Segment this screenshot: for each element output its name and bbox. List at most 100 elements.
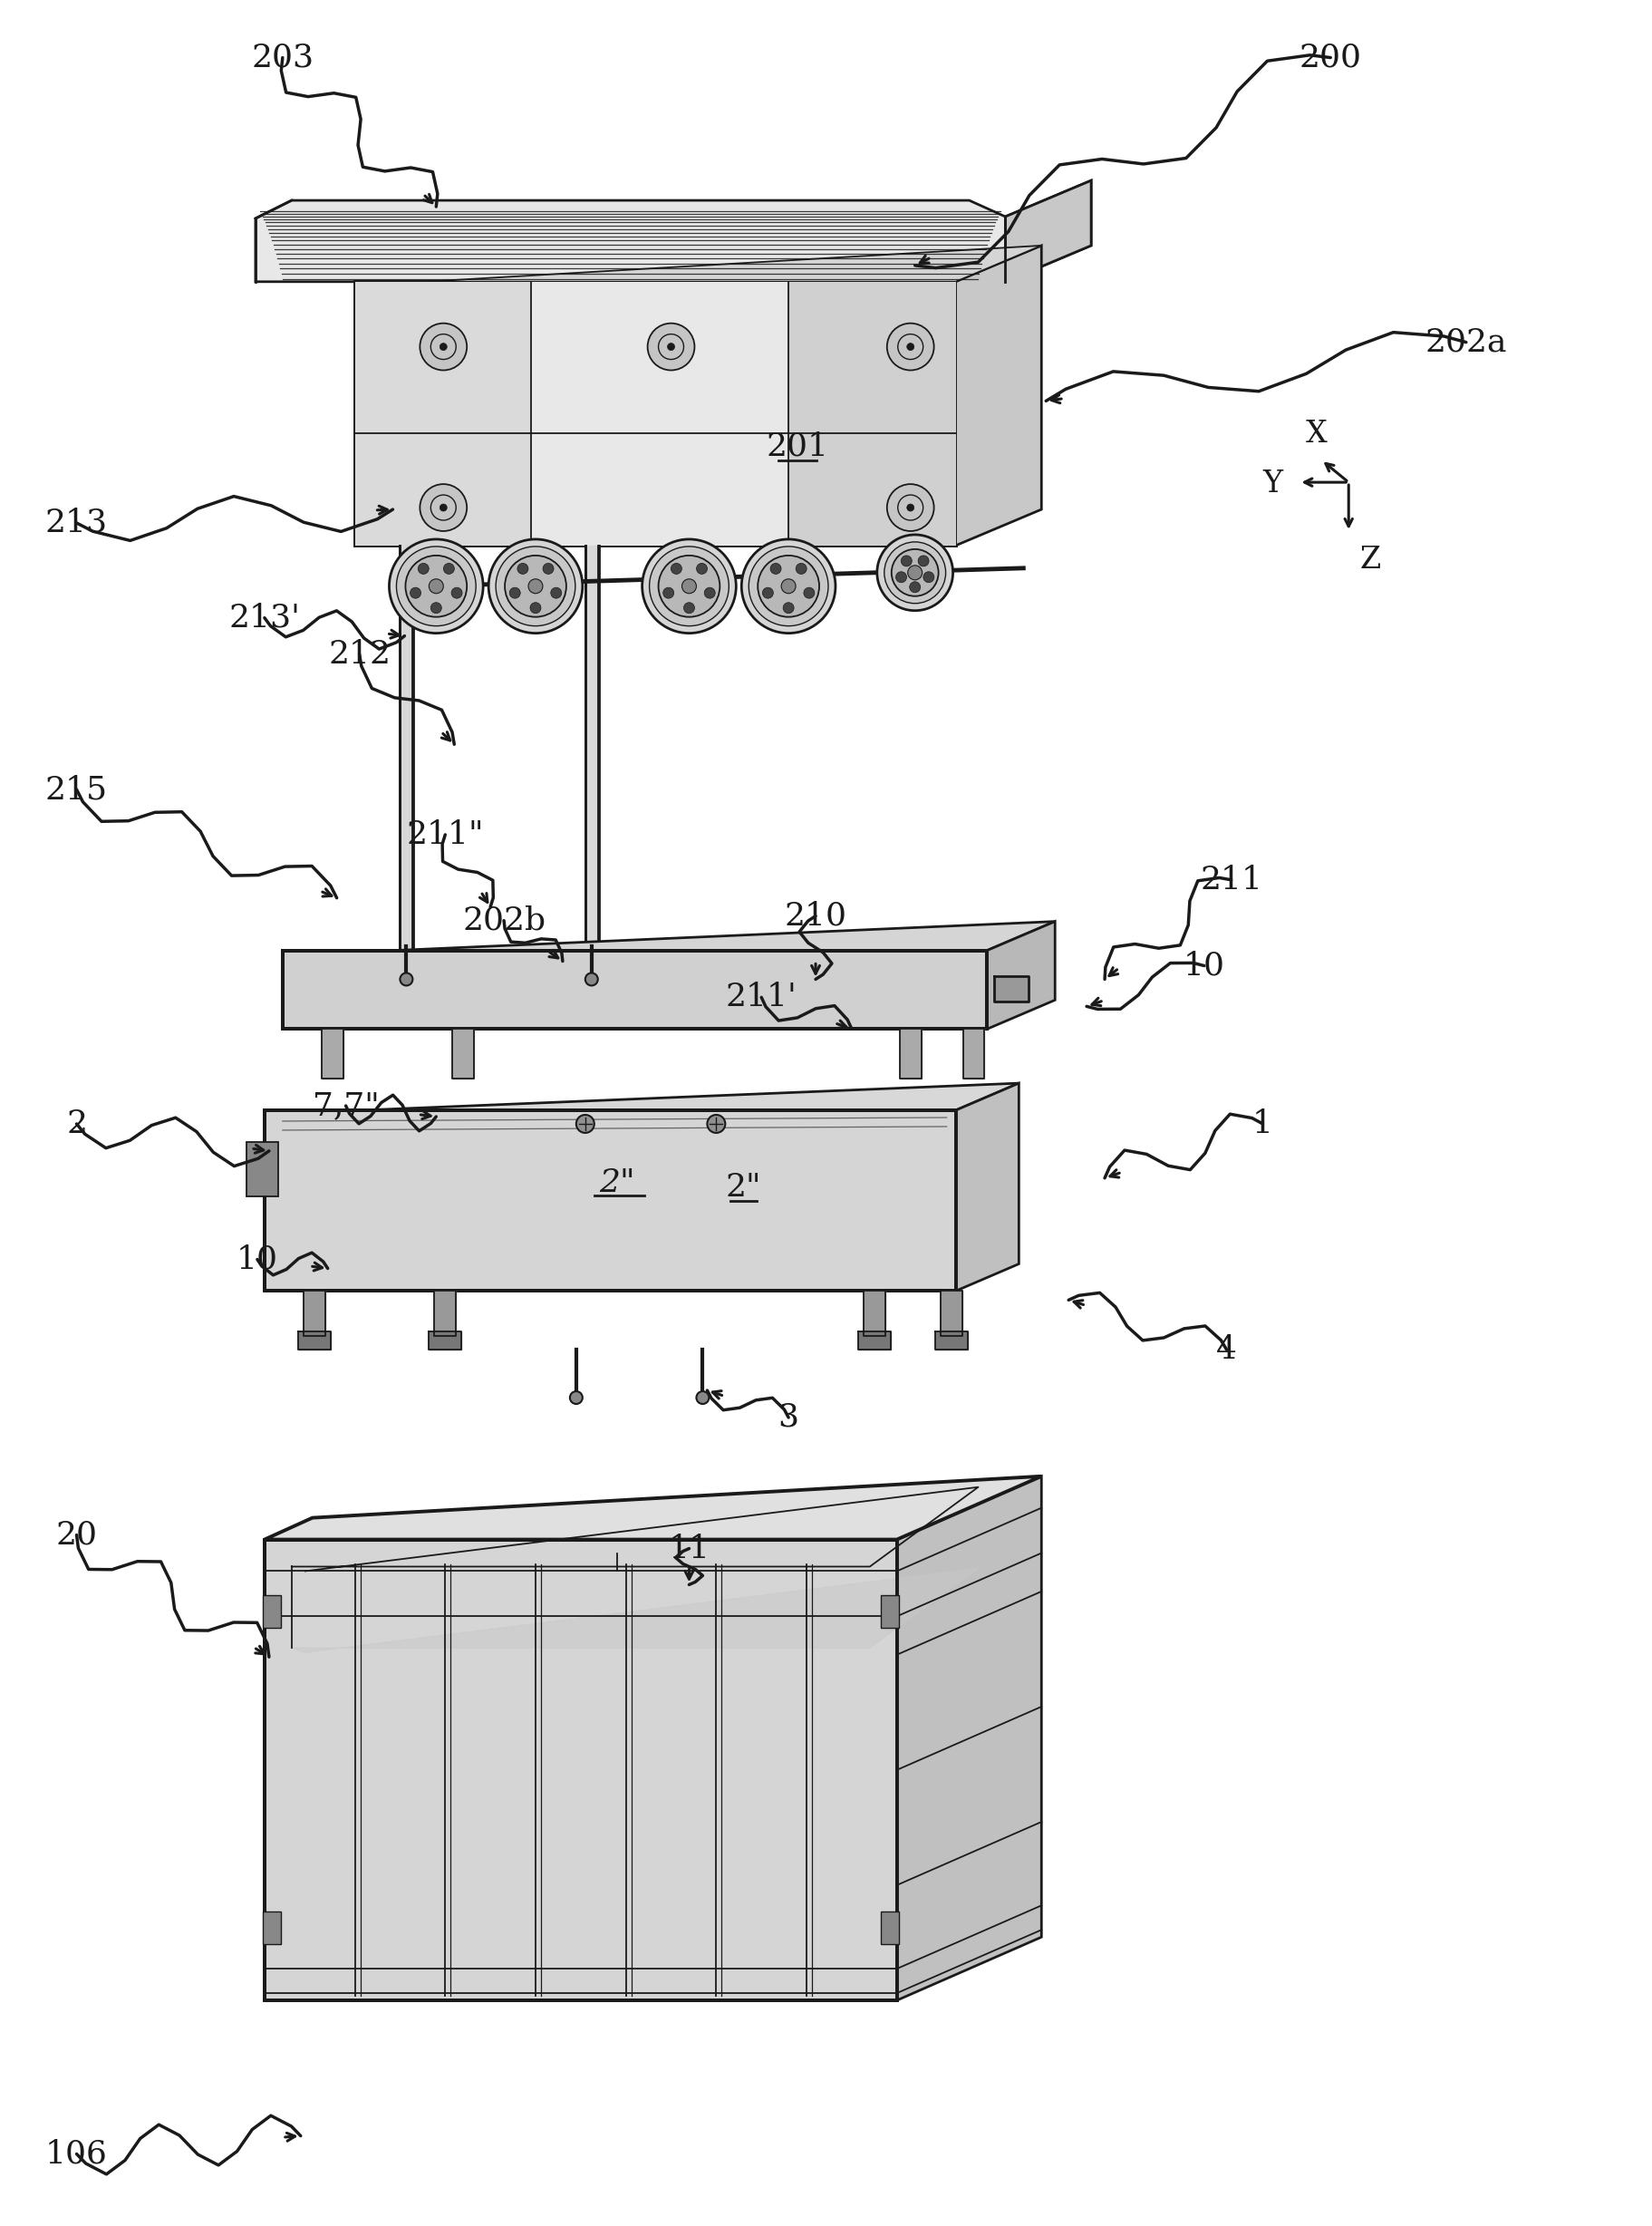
Polygon shape bbox=[955, 245, 1041, 545]
Polygon shape bbox=[264, 1540, 897, 2001]
Circle shape bbox=[890, 550, 938, 597]
Text: 211': 211' bbox=[725, 982, 796, 1013]
Polygon shape bbox=[264, 1111, 955, 1291]
Circle shape bbox=[388, 539, 482, 632]
Polygon shape bbox=[400, 545, 413, 955]
Polygon shape bbox=[453, 1028, 474, 1080]
Polygon shape bbox=[585, 545, 598, 955]
Polygon shape bbox=[986, 922, 1054, 1028]
Polygon shape bbox=[282, 922, 1054, 955]
Text: 200: 200 bbox=[1298, 42, 1361, 73]
Circle shape bbox=[496, 545, 575, 626]
Polygon shape bbox=[304, 1291, 325, 1336]
Polygon shape bbox=[282, 951, 986, 1028]
Circle shape bbox=[509, 588, 520, 599]
Circle shape bbox=[529, 579, 542, 594]
Text: 4: 4 bbox=[1216, 1333, 1236, 1365]
Circle shape bbox=[451, 588, 463, 599]
Polygon shape bbox=[256, 180, 1090, 283]
Circle shape bbox=[781, 579, 795, 594]
Circle shape bbox=[662, 588, 674, 599]
Polygon shape bbox=[881, 1596, 899, 1627]
Circle shape bbox=[900, 556, 912, 565]
Circle shape bbox=[803, 588, 814, 599]
Circle shape bbox=[783, 603, 793, 614]
Circle shape bbox=[907, 343, 914, 349]
Circle shape bbox=[641, 539, 735, 632]
Polygon shape bbox=[264, 1084, 1018, 1113]
Circle shape bbox=[648, 323, 694, 370]
Circle shape bbox=[742, 539, 834, 632]
Text: 202a: 202a bbox=[1424, 327, 1507, 358]
Polygon shape bbox=[897, 1476, 1041, 2001]
Text: 2: 2 bbox=[66, 1109, 88, 1140]
Circle shape bbox=[443, 563, 454, 574]
Circle shape bbox=[695, 563, 707, 574]
Circle shape bbox=[430, 579, 443, 594]
Polygon shape bbox=[935, 1331, 966, 1349]
Circle shape bbox=[707, 1115, 725, 1133]
Text: 3: 3 bbox=[778, 1402, 798, 1434]
Circle shape bbox=[517, 563, 529, 574]
Text: X: X bbox=[1305, 421, 1327, 450]
Polygon shape bbox=[940, 1291, 961, 1336]
Polygon shape bbox=[355, 283, 530, 545]
Text: 11: 11 bbox=[667, 1534, 710, 1565]
Circle shape bbox=[704, 588, 715, 599]
Circle shape bbox=[877, 534, 953, 610]
Text: 2": 2" bbox=[598, 1166, 634, 1198]
Circle shape bbox=[489, 539, 582, 632]
Text: 211": 211" bbox=[406, 819, 484, 850]
Polygon shape bbox=[530, 283, 788, 545]
Circle shape bbox=[695, 1391, 709, 1405]
Circle shape bbox=[671, 563, 681, 574]
Circle shape bbox=[439, 503, 446, 512]
Text: 210: 210 bbox=[785, 902, 846, 930]
Circle shape bbox=[530, 603, 540, 614]
Circle shape bbox=[757, 556, 819, 617]
Text: 211: 211 bbox=[1199, 864, 1262, 895]
Polygon shape bbox=[995, 977, 1028, 1002]
Circle shape bbox=[542, 563, 553, 574]
Circle shape bbox=[682, 579, 695, 594]
Circle shape bbox=[420, 323, 466, 370]
Circle shape bbox=[431, 603, 441, 614]
Text: 10: 10 bbox=[236, 1244, 278, 1275]
Circle shape bbox=[667, 343, 674, 349]
Polygon shape bbox=[320, 1028, 344, 1080]
Circle shape bbox=[504, 556, 567, 617]
Polygon shape bbox=[297, 1331, 330, 1349]
Polygon shape bbox=[291, 1569, 978, 1652]
Polygon shape bbox=[862, 1291, 885, 1336]
Circle shape bbox=[410, 588, 421, 599]
Text: 106: 106 bbox=[45, 2139, 107, 2170]
Polygon shape bbox=[263, 1596, 281, 1627]
Polygon shape bbox=[1004, 180, 1090, 283]
Circle shape bbox=[923, 572, 933, 583]
Text: 213: 213 bbox=[45, 508, 107, 539]
Circle shape bbox=[649, 545, 729, 626]
Circle shape bbox=[748, 545, 828, 626]
Circle shape bbox=[907, 565, 922, 581]
Polygon shape bbox=[788, 283, 955, 545]
Text: 7,7": 7,7" bbox=[312, 1091, 378, 1122]
Circle shape bbox=[396, 545, 476, 626]
Circle shape bbox=[550, 588, 562, 599]
Circle shape bbox=[884, 541, 945, 603]
Polygon shape bbox=[899, 1028, 920, 1080]
Text: 10: 10 bbox=[1183, 951, 1224, 982]
Text: Z: Z bbox=[1358, 545, 1379, 574]
Circle shape bbox=[887, 323, 933, 370]
Polygon shape bbox=[263, 1912, 281, 1943]
Polygon shape bbox=[857, 1331, 890, 1349]
Polygon shape bbox=[881, 1912, 899, 1943]
Circle shape bbox=[570, 1391, 582, 1405]
Text: 2": 2" bbox=[725, 1171, 762, 1202]
Circle shape bbox=[917, 556, 928, 565]
Circle shape bbox=[909, 581, 920, 592]
Circle shape bbox=[895, 572, 907, 583]
Circle shape bbox=[684, 603, 694, 614]
Text: 215: 215 bbox=[45, 775, 107, 806]
Circle shape bbox=[439, 343, 446, 349]
Circle shape bbox=[400, 973, 413, 986]
